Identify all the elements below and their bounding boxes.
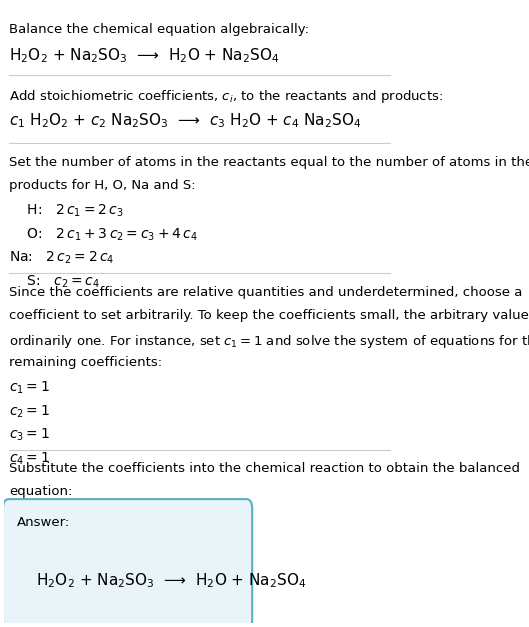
Text: $c_1$ H$_2$O$_2$ + $c_2$ Na$_2$SO$_3$  ⟶  $c_3$ H$_2$O + $c_4$ Na$_2$SO$_4$: $c_1$ H$_2$O$_2$ + $c_2$ Na$_2$SO$_3$ ⟶ …	[9, 111, 361, 130]
Text: H$_2$O$_2$ + Na$_2$SO$_3$  ⟶  H$_2$O + Na$_2$SO$_4$: H$_2$O$_2$ + Na$_2$SO$_3$ ⟶ H$_2$O + Na$…	[9, 46, 279, 65]
Text: Since the coefficients are relative quantities and underdetermined, choose a: Since the coefficients are relative quan…	[9, 286, 522, 298]
Text: Add stoichiometric coefficients, $c_i$, to the reactants and products:: Add stoichiometric coefficients, $c_i$, …	[9, 88, 443, 105]
Text: O:   $2\,c_1 + 3\,c_2 = c_3 + 4\,c_4$: O: $2\,c_1 + 3\,c_2 = c_3 + 4\,c_4$	[18, 226, 198, 243]
Text: equation:: equation:	[9, 485, 72, 498]
Text: Na:   $2\,c_2 = 2\,c_4$: Na: $2\,c_2 = 2\,c_4$	[9, 250, 114, 266]
Text: products for H, O, Na and S:: products for H, O, Na and S:	[9, 179, 196, 192]
Text: Balance the chemical equation algebraically:: Balance the chemical equation algebraica…	[9, 23, 309, 36]
Text: $c_3 = 1$: $c_3 = 1$	[9, 427, 50, 443]
FancyBboxPatch shape	[3, 499, 252, 627]
Text: H:   $2\,c_1 = 2\,c_3$: H: $2\,c_1 = 2\,c_3$	[18, 203, 123, 219]
Text: ordinarily one. For instance, set $c_1 = 1$ and solve the system of equations fo: ordinarily one. For instance, set $c_1 =…	[9, 333, 529, 350]
Text: coefficient to set arbitrarily. To keep the coefficients small, the arbitrary va: coefficient to set arbitrarily. To keep …	[9, 309, 529, 322]
Text: Answer:: Answer:	[17, 516, 70, 529]
Text: $c_1 = 1$: $c_1 = 1$	[9, 380, 50, 396]
Text: H$_2$O$_2$ + Na$_2$SO$_3$  ⟶  H$_2$O + Na$_2$SO$_4$: H$_2$O$_2$ + Na$_2$SO$_3$ ⟶ H$_2$O + Na$…	[36, 571, 307, 590]
Text: $c_2 = 1$: $c_2 = 1$	[9, 403, 50, 419]
Text: remaining coefficients:: remaining coefficients:	[9, 356, 162, 369]
Text: S:   $c_2 = c_4$: S: $c_2 = c_4$	[18, 273, 100, 290]
Text: Set the number of atoms in the reactants equal to the number of atoms in the: Set the number of atoms in the reactants…	[9, 155, 529, 169]
Text: Substitute the coefficients into the chemical reaction to obtain the balanced: Substitute the coefficients into the che…	[9, 462, 520, 475]
Text: $c_4 = 1$: $c_4 = 1$	[9, 450, 50, 466]
